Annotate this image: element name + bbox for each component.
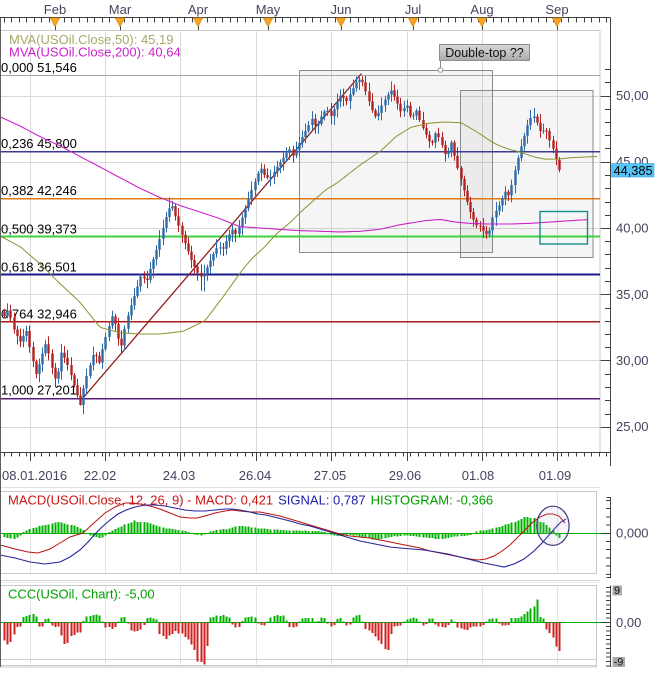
svg-text:01.08: 01.08 <box>462 468 495 483</box>
svg-text:24.03: 24.03 <box>163 468 196 483</box>
svg-text:0,000: 0,000 <box>616 526 649 541</box>
svg-text:0,764 32,946: 0,764 32,946 <box>1 307 77 322</box>
svg-text:0,000 51,546: 0,000 51,546 <box>1 60 77 75</box>
svg-text:MVA(USOil.Close,200): 40,64: MVA(USOil.Close,200): 40,64 <box>9 45 181 60</box>
svg-text:0,236 45,800: 0,236 45,800 <box>1 136 77 151</box>
svg-text:Feb: Feb <box>44 2 66 17</box>
svg-text:44,385: 44,385 <box>614 163 653 178</box>
svg-text:Sep: Sep <box>545 2 568 17</box>
svg-text:Jun: Jun <box>331 2 352 17</box>
svg-text:50,00: 50,00 <box>616 88 649 103</box>
svg-text:25,00: 25,00 <box>616 419 649 434</box>
svg-text:35,00: 35,00 <box>616 287 649 302</box>
svg-text:01.09: 01.09 <box>539 468 572 483</box>
svg-text:Apr: Apr <box>188 2 209 17</box>
svg-text:22.02: 22.02 <box>84 468 117 483</box>
svg-text:08.01.2016: 08.01.2016 <box>2 468 67 483</box>
svg-text:Mar: Mar <box>109 2 132 17</box>
svg-text:40,00: 40,00 <box>616 221 649 236</box>
svg-text:0,382 42,246: 0,382 42,246 <box>1 183 77 198</box>
svg-text:-9: -9 <box>614 657 624 669</box>
svg-text:Double-top ??: Double-top ?? <box>445 46 524 60</box>
svg-text:9: 9 <box>614 585 620 597</box>
svg-text:26.04: 26.04 <box>239 468 272 483</box>
svg-text:30,00: 30,00 <box>616 353 649 368</box>
svg-text:0,500 39,373: 0,500 39,373 <box>1 221 77 236</box>
svg-text:Jul: Jul <box>405 2 422 17</box>
svg-text:29.06: 29.06 <box>389 468 422 483</box>
svg-text:May: May <box>256 2 281 17</box>
svg-text:1,000 27,201: 1,000 27,201 <box>1 383 77 398</box>
svg-text:CCC(USOil, Chart): -5,00: CCC(USOil, Chart): -5,00 <box>8 587 155 602</box>
svg-text:Aug: Aug <box>470 2 493 17</box>
svg-text:MACD(USOil.Close, 12, 26, 9) -: MACD(USOil.Close, 12, 26, 9) - MACD: 0,4… <box>8 493 493 508</box>
svg-text:0,618 36,501: 0,618 36,501 <box>1 259 77 274</box>
svg-text:0,00: 0,00 <box>616 615 641 630</box>
svg-text:MVA(USOil.Close,50): 45,19: MVA(USOil.Close,50): 45,19 <box>9 32 174 47</box>
svg-text:27.05: 27.05 <box>314 468 347 483</box>
